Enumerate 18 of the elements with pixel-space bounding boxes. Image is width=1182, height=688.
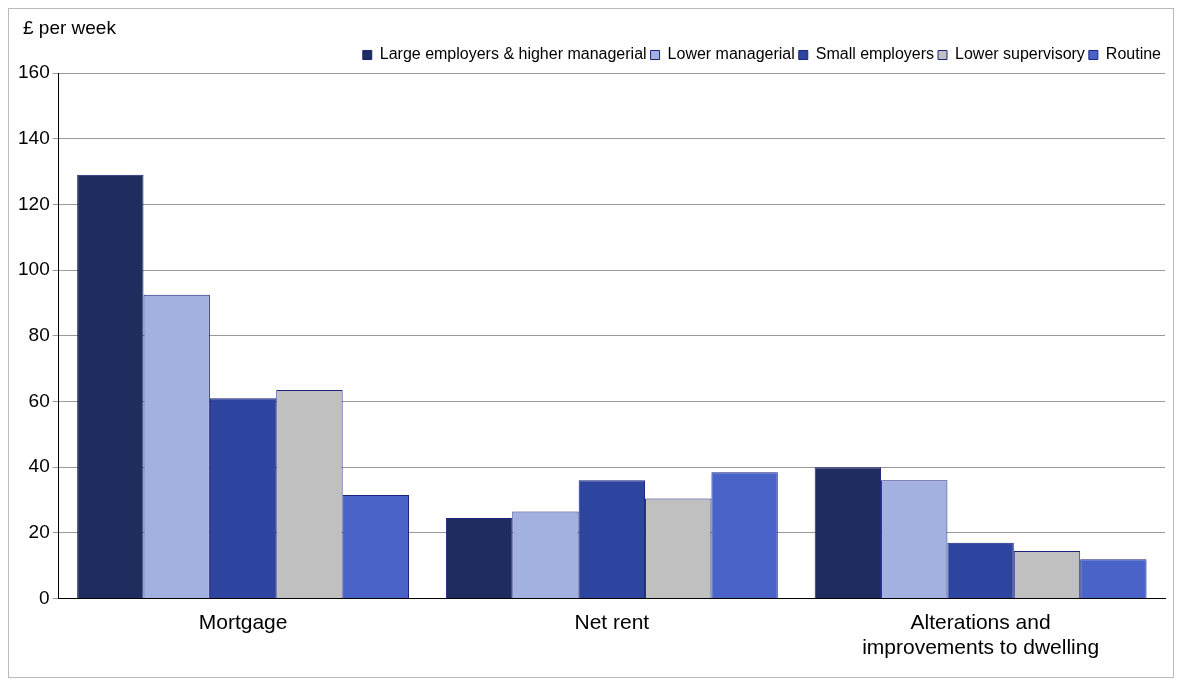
x-tick-label: Net rent [574,610,650,633]
legend-label: Lower managerial [667,45,795,63]
y-tick-label: 0 [39,586,50,608]
y-tick-label: 60 [28,389,50,411]
legend-label: Lower supervisory [955,45,1085,63]
y-tick-label: 80 [28,324,50,346]
y-tick-label: 40 [28,455,50,477]
legend-label: Large employers & higher managerial [379,45,647,63]
y-tick-label: 20 [28,521,50,543]
y-tick-label: 160 [18,61,50,83]
legend-label: Small employers [815,45,935,63]
y-axis-title: £ per week [23,16,117,38]
y-tick-label: 100 [18,258,50,280]
x-tick-label: Mortgage [198,610,288,633]
x-tick-label: Alterations and improvements to dwelling [862,610,1100,659]
y-tick-label: 120 [18,192,50,214]
legend-label: Routine [1105,45,1162,63]
y-tick-label: 140 [18,126,50,148]
